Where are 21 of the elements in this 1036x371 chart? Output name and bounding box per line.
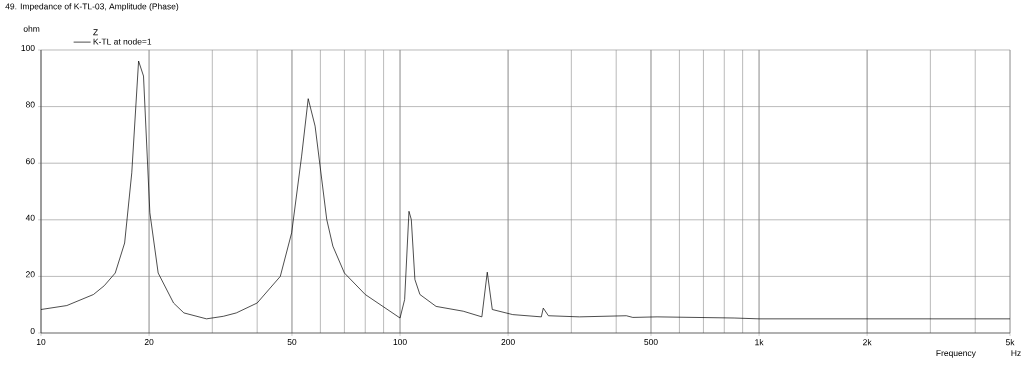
chart-title: 49. Impedance of K-TL-03, Amplitude (Phase)	[5, 3, 179, 12]
y-tick-label: 40	[25, 214, 35, 221]
legend-label: K-TL at node=1	[93, 38, 152, 45]
x-tick-label: 2k	[863, 339, 872, 346]
x-tick-label: 500	[644, 339, 658, 345]
x-tick-label: 10	[36, 339, 46, 345]
y-tick-label: 20	[26, 271, 35, 278]
x-tick-label: 5k	[1005, 339, 1015, 346]
x-tick-label: 20	[144, 339, 154, 345]
x-axis-title: Frequency	[936, 350, 976, 358]
y-tick-label: 80	[25, 101, 35, 108]
legend-title: Z	[93, 29, 98, 36]
y-tick-label: 60	[26, 158, 35, 165]
y-axis-title: ohm	[23, 25, 40, 32]
y-tick-label: 100	[21, 44, 35, 51]
text: Hz	[1011, 350, 1021, 357]
x-tick-label: 100	[393, 339, 407, 345]
x-tick-label: 50	[287, 339, 297, 345]
x-tick-label: 200	[501, 339, 515, 345]
y-tick-label: 0	[30, 327, 35, 334]
x-tick-label: 1k	[755, 339, 764, 346]
